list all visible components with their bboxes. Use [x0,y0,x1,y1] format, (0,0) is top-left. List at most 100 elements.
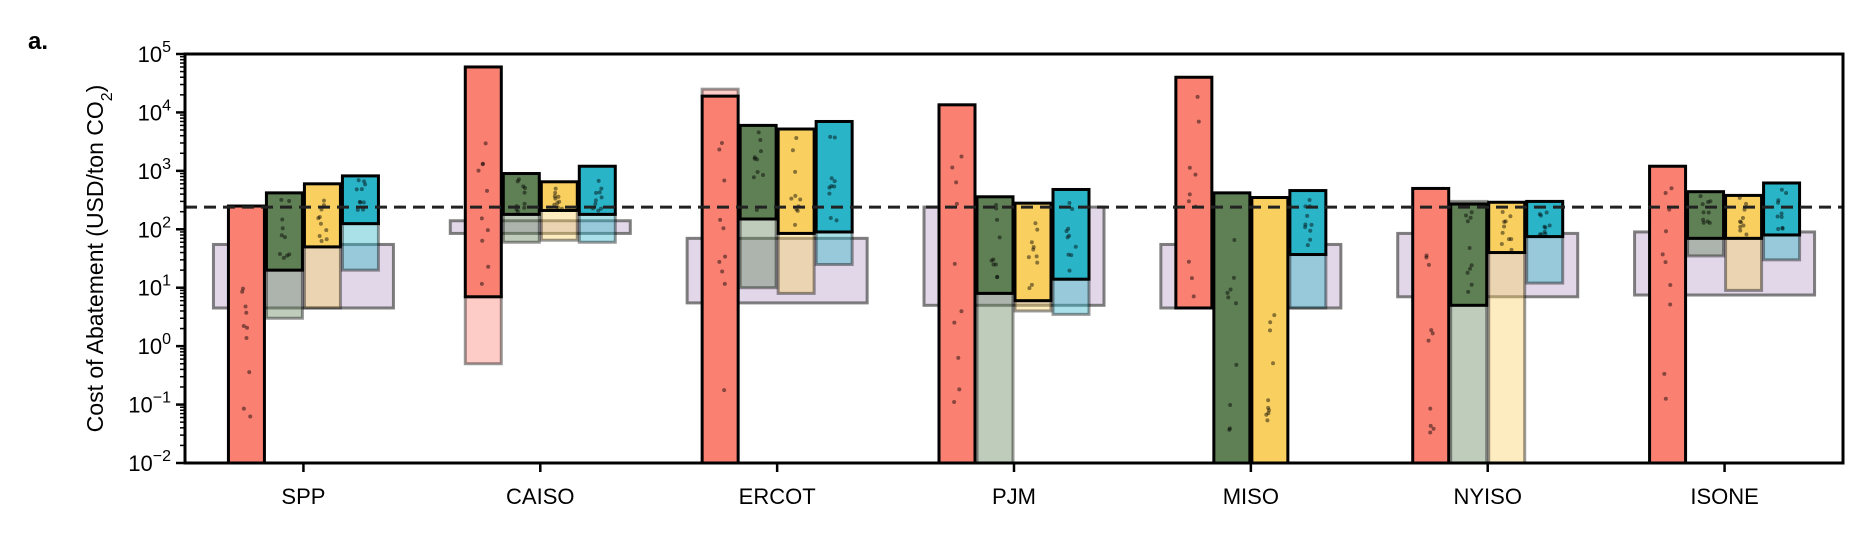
data-point [515,179,520,184]
data-point [594,190,599,195]
data-point [1660,252,1665,257]
data-point [316,216,321,221]
data-point [1309,222,1314,227]
bar-ercot-2 [776,127,816,235]
ghost-bar-pjm-3 [1051,277,1091,316]
ghost-bar-spp-3 [340,222,380,272]
data-point [1466,289,1471,294]
data-point [1026,255,1031,260]
data-point [324,237,329,242]
data-point [522,190,527,195]
data-point [1469,282,1474,287]
data-point [1195,94,1200,99]
data-point [1305,213,1310,218]
data-point [593,201,598,206]
y-tick-label: 101 [138,273,171,301]
data-point [1468,215,1473,220]
data-point [1268,328,1273,333]
data-point [1508,214,1513,219]
data-point [827,191,832,196]
data-point [1542,229,1547,234]
data-point [522,205,527,210]
ghost-bar-pjm-2 [1013,299,1053,313]
data-point [1305,243,1310,248]
data-point [363,182,368,187]
bar-spp-0 [226,204,266,465]
data-point [1027,286,1032,291]
x-tick-label-isone: ISONE [1690,484,1758,509]
data-point [1426,338,1431,343]
data-point [1779,187,1784,192]
data-point [1228,403,1233,408]
y-axis-title-main: Cost of Abatement (USD/ton CO [82,101,108,432]
data-point [1700,202,1705,207]
y-axis-title-end: ) [82,85,108,93]
data-point [280,217,285,222]
data-point [599,186,604,191]
data-point [1065,235,1070,240]
y-axis-title-sub: 2 [99,92,116,101]
data-point [356,178,361,183]
y-tick-label: 100 [138,331,171,359]
data-point [1543,225,1548,230]
data-point [1780,226,1785,231]
data-point [1738,219,1743,224]
data-point [798,197,803,202]
data-point [789,196,794,201]
ghost-bar-ercot-2 [776,231,816,295]
data-point [1775,214,1780,219]
data-point [361,200,366,205]
data-point [1034,254,1039,259]
bar-caiso-0 [463,65,503,299]
data-point [1537,212,1542,217]
data-point [277,252,282,257]
data-point [1663,190,1668,195]
data-point [1547,223,1552,228]
data-point [829,184,834,189]
bar-ercot-3 [814,119,854,234]
data-point [476,168,481,173]
data-point [1740,216,1745,221]
y-tick-label: 105 [138,39,171,67]
data-point [480,238,485,243]
data-point [280,226,285,231]
data-point [1663,229,1668,234]
data-point [1064,229,1069,234]
ghost-bar-caiso-2 [539,208,579,242]
data-point [1776,227,1781,232]
data-point [1069,253,1074,258]
bar-isone-1 [1686,190,1726,240]
data-point [241,406,246,411]
data-point [522,201,527,206]
data-point [287,252,292,257]
data-point [1266,398,1271,403]
data-point [991,257,996,262]
data-point [1465,270,1470,275]
data-point [1663,396,1668,401]
data-point [1667,207,1672,212]
data-point [553,186,558,191]
data-point [1193,172,1198,177]
bar-isone-3 [1762,181,1802,237]
data-point [1308,228,1313,233]
data-point [1706,210,1711,215]
data-point [317,215,322,220]
data-point [1430,331,1435,336]
data-point [555,201,560,206]
data-point [758,137,763,142]
data-point [952,320,957,325]
data-point [244,310,249,315]
data-point [717,147,722,152]
data-point [1539,232,1544,237]
data-point [1033,221,1038,226]
data-point [832,184,837,189]
data-point [486,264,491,269]
data-point [599,195,604,200]
data-point [956,355,961,360]
data-point [1537,232,1542,237]
data-point [1308,237,1313,242]
data-point [1271,361,1276,366]
bar-pjm-3 [1051,187,1091,281]
